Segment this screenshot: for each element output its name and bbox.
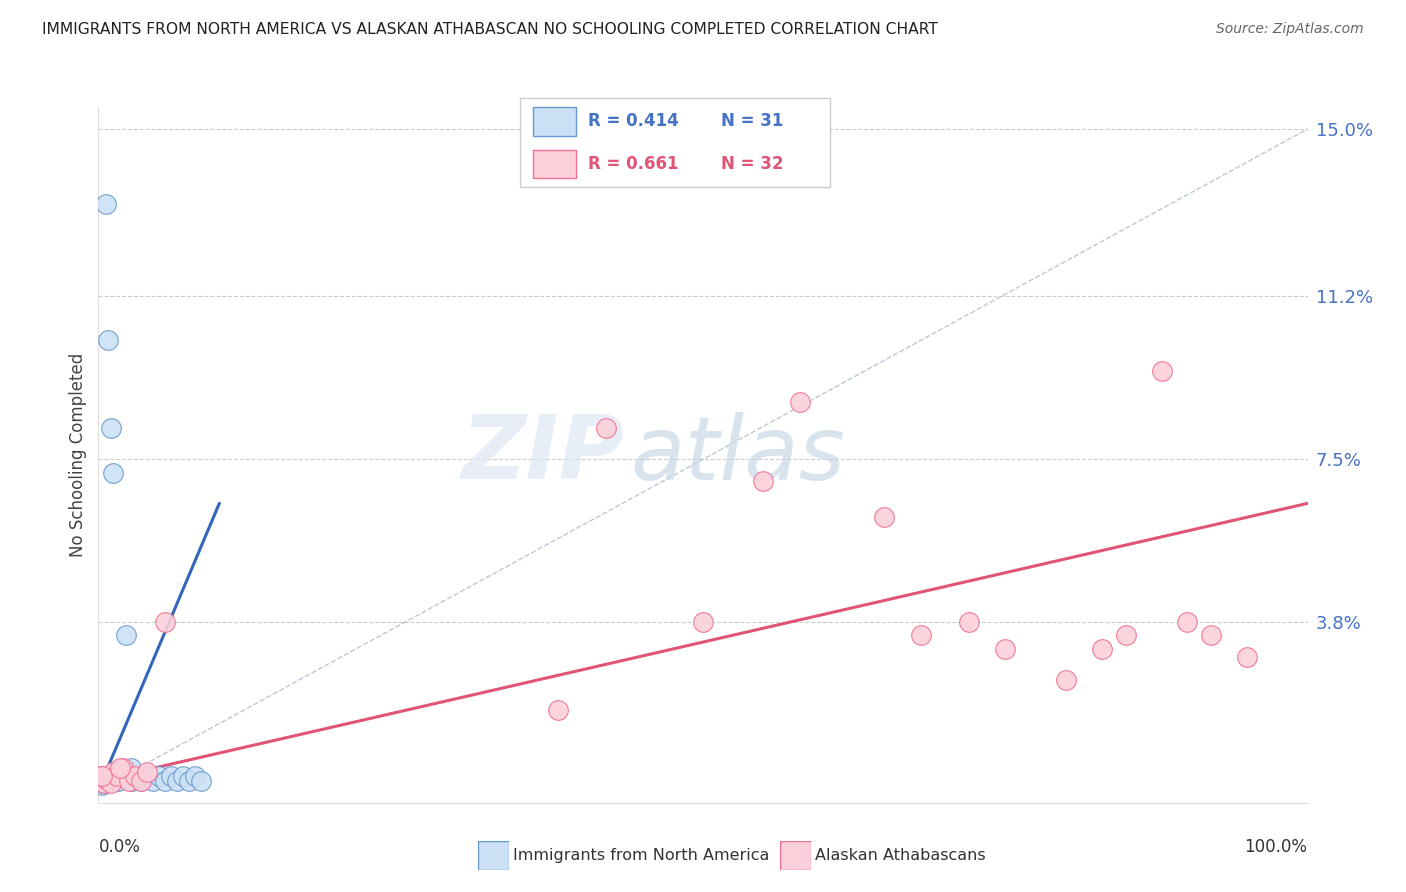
Point [114, 769, 136, 783]
Point [91, 776, 114, 790]
Text: Source: ZipAtlas.com: Source: ZipAtlas.com [1216, 22, 1364, 37]
Bar [533, 107, 576, 136]
Point [94, 772, 117, 786]
Point [111, 769, 134, 783]
Point [148, 769, 170, 783]
Point [184, 769, 207, 783]
Point [190, 773, 212, 788]
Point [910, 628, 932, 642]
Point [153, 615, 176, 630]
Point [91, 773, 114, 788]
Point [1199, 628, 1222, 642]
Point [91, 778, 114, 792]
Point [105, 773, 128, 788]
Point [90, 769, 112, 783]
Point [135, 764, 157, 779]
Text: 0.0%: 0.0% [98, 838, 141, 855]
Point [129, 773, 152, 788]
Point [101, 466, 124, 480]
Point [108, 769, 131, 783]
Point [100, 773, 122, 788]
Text: atlas: atlas [630, 412, 845, 498]
Point [120, 761, 142, 775]
Point [103, 769, 125, 783]
Point [124, 769, 146, 783]
Point [547, 703, 569, 717]
Text: N = 32: N = 32 [721, 155, 783, 173]
Point [873, 509, 896, 524]
Point [90, 776, 112, 790]
Point [153, 773, 176, 788]
Point [100, 421, 122, 435]
Point [166, 773, 188, 788]
Point [129, 773, 152, 788]
Point [135, 769, 157, 783]
Y-axis label: No Schooling Completed: No Schooling Completed [69, 353, 87, 557]
Text: R = 0.414: R = 0.414 [588, 112, 679, 130]
Point [172, 769, 194, 783]
Point [91, 769, 114, 783]
Text: Immigrants from North America: Immigrants from North America [513, 848, 769, 863]
Text: 100.0%: 100.0% [1244, 838, 1308, 855]
Point [121, 773, 143, 788]
Text: R = 0.661: R = 0.661 [588, 155, 679, 173]
Point [115, 628, 138, 642]
Text: IMMIGRANTS FROM NORTH AMERICA VS ALASKAN ATHABASCAN NO SCHOOLING COMPLETED CORRE: IMMIGRANTS FROM NORTH AMERICA VS ALASKAN… [42, 22, 938, 37]
Point [101, 764, 124, 779]
Bar [533, 150, 576, 178]
Point [957, 615, 980, 630]
Point [93, 773, 115, 788]
Point [179, 773, 201, 788]
Point [1091, 641, 1114, 656]
Point [1236, 650, 1258, 665]
Point [994, 641, 1017, 656]
Point [142, 773, 165, 788]
Point [1054, 673, 1077, 687]
Point [118, 773, 141, 788]
Point [107, 773, 129, 788]
Point [111, 761, 134, 775]
Point [160, 769, 183, 783]
Point [108, 761, 131, 775]
Text: ZIP: ZIP [461, 411, 624, 499]
Point [94, 197, 117, 211]
Point [1152, 364, 1174, 378]
Text: Alaskan Athabascans: Alaskan Athabascans [815, 848, 986, 863]
Point [105, 769, 128, 783]
Point [127, 769, 149, 783]
Text: N = 31: N = 31 [721, 112, 783, 130]
Point [97, 334, 120, 348]
Point [97, 769, 120, 783]
Point [752, 475, 775, 489]
Point [100, 776, 122, 790]
Point [789, 395, 811, 409]
Point [93, 776, 115, 790]
Point [692, 615, 714, 630]
Point [1115, 628, 1137, 642]
Point [1175, 615, 1198, 630]
Point [118, 764, 141, 779]
Point [595, 421, 617, 435]
